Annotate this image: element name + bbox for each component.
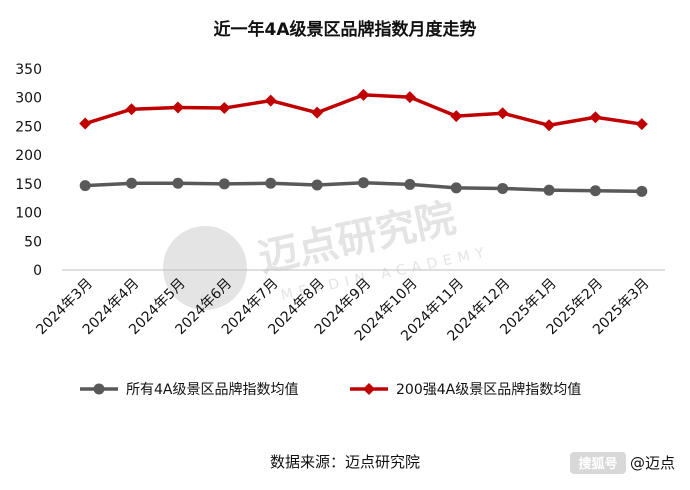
data-point — [450, 110, 463, 123]
data-point — [543, 119, 556, 132]
data-point — [589, 111, 602, 124]
data-point — [589, 185, 601, 197]
corner-badge-bg — [570, 452, 626, 474]
data-point — [79, 117, 92, 130]
data-point — [543, 184, 555, 196]
y-tick-label: 200 — [15, 148, 42, 164]
data-point — [636, 185, 648, 197]
y-tick-label: 150 — [15, 177, 42, 193]
data-point — [496, 107, 509, 120]
data-point — [265, 177, 277, 189]
legend-item-all: 所有4A级景区品牌指数均值 — [80, 381, 298, 398]
legend: 所有4A级景区品牌指数均值 200强4A级景区品牌指数均值 — [80, 381, 581, 398]
chart-title: 近一年4A级景区品牌指数月度走势 — [214, 19, 477, 40]
data-point — [404, 178, 416, 190]
watermark-logo-icon — [163, 226, 247, 310]
data-point — [171, 101, 184, 114]
series-0 — [79, 177, 648, 197]
data-source: 数据来源：迈点研究院 — [270, 453, 420, 471]
y-tick-label: 250 — [15, 119, 42, 135]
legend-marker-diamond-icon — [363, 383, 375, 395]
data-point — [264, 94, 277, 107]
legend-item-top200: 200强4A级景区品牌指数均值 — [350, 381, 581, 398]
data-point — [403, 91, 416, 104]
y-tick-label: 100 — [15, 206, 42, 222]
y-tick-label: 350 — [15, 62, 42, 78]
legend-label-all: 所有4A级景区品牌指数均值 — [126, 381, 298, 398]
y-tick-label: 50 — [24, 234, 42, 250]
data-point — [218, 178, 230, 190]
series-layer — [79, 88, 648, 197]
data-point — [357, 88, 370, 101]
data-point — [358, 177, 369, 189]
data-point — [126, 177, 138, 189]
corner-badge: 搜狐号 @迈点 — [570, 452, 675, 474]
data-point — [635, 118, 648, 131]
corner-badge-label: 搜狐号 — [578, 456, 617, 472]
corner-badge-handle: @迈点 — [630, 454, 675, 472]
data-point — [311, 179, 323, 191]
data-point — [125, 103, 138, 116]
data-point — [311, 106, 324, 119]
y-tick-label: 300 — [15, 91, 42, 107]
legend-marker-circle-icon — [93, 383, 105, 395]
y-tick-label: 0 — [33, 263, 42, 279]
data-point — [218, 102, 231, 115]
series-1 — [79, 88, 648, 132]
data-point — [450, 182, 462, 194]
data-point — [497, 182, 509, 194]
y-axis: 0 50 100 150 200 250 300 350 — [15, 62, 42, 279]
data-point — [172, 177, 184, 189]
data-point — [79, 180, 91, 192]
legend-label-top200: 200强4A级景区品牌指数均值 — [396, 381, 581, 398]
